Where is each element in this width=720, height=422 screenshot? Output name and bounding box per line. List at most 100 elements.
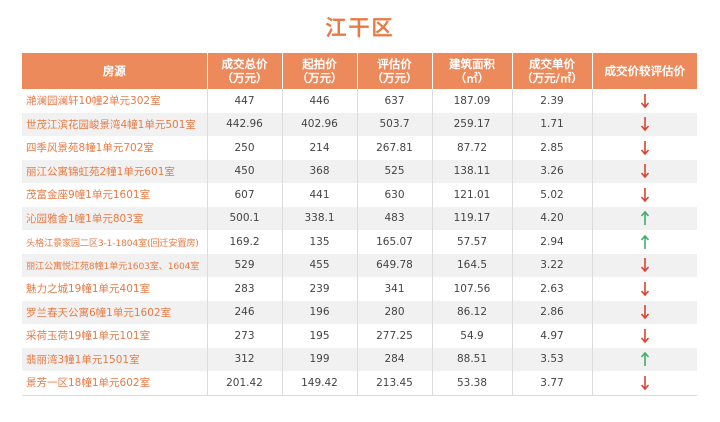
arrow-up-icon	[592, 206, 697, 230]
cell-total: 529	[207, 253, 283, 277]
cell-name: 滟澜园澜轩10幢2单元302室	[22, 89, 208, 113]
cell-start: 214	[282, 136, 358, 160]
cell-eval: 213.45	[357, 371, 433, 395]
cell-unit: 1.71	[512, 112, 593, 136]
cell-name: 丽江公寓悦江苑8幢1单元1603室、1604室	[22, 253, 208, 277]
cell-area: 54.9	[432, 324, 513, 348]
cell-area: 86.12	[432, 300, 513, 324]
header-name: 房源	[22, 53, 208, 89]
table-row: 魅力之城19幢1单元401室 283 239 341 107.56 2.63	[22, 277, 697, 301]
cell-total: 169.2	[207, 230, 283, 254]
cell-total: 450	[207, 159, 283, 183]
cell-eval: 525	[357, 159, 433, 183]
cell-total: 201.42	[207, 371, 283, 395]
arrow-down-icon	[592, 277, 697, 301]
cell-unit: 2.86	[512, 300, 593, 324]
arrow-down-icon	[592, 371, 697, 395]
arrow-down-icon	[592, 112, 697, 136]
cell-name: 罗兰春天公寓6幢1单元1602室	[22, 300, 208, 324]
cell-name: 世茂江滨花园峻景湾4幢1单元501室	[22, 112, 208, 136]
cell-name: 四季风景苑8幢1单元702室	[22, 136, 208, 160]
cell-unit: 5.02	[512, 183, 593, 207]
cell-total: 283	[207, 277, 283, 301]
cell-eval: 649.78	[357, 253, 433, 277]
cell-total: 447	[207, 89, 283, 113]
cell-name: 丽江公寓锦虹苑2幢1单元601室	[22, 159, 208, 183]
arrow-down-icon	[592, 253, 697, 277]
cell-eval: 483	[357, 206, 433, 230]
header-area: 建筑面积 （㎡）	[432, 53, 513, 89]
cell-eval: 165.07	[357, 230, 433, 254]
cell-start: 402.96	[282, 112, 358, 136]
table-row: 头格江景家园二区3-1-1804室(回迁安置房) 169.2 135 165.07 57…	[22, 230, 697, 254]
table-row: 丽江公寓悦江苑8幢1单元1603室、1604室 529 455 649.78 164.5…	[22, 253, 697, 277]
header-unit-price: 成交单价 （万元/㎡）	[512, 53, 593, 89]
cell-total: 442.96	[207, 112, 283, 136]
cell-area: 121.01	[432, 183, 513, 207]
cell-total: 250	[207, 136, 283, 160]
cell-unit: 2.63	[512, 277, 593, 301]
cell-area: 107.56	[432, 277, 513, 301]
cell-unit: 3.77	[512, 371, 593, 395]
cell-area: 138.11	[432, 159, 513, 183]
table-row: 四季风景苑8幢1单元702室 250 214 267.81 87.72 2.85	[22, 136, 697, 160]
arrow-down-icon	[592, 300, 697, 324]
cell-eval: 277.25	[357, 324, 433, 348]
cell-unit: 4.20	[512, 206, 593, 230]
arrow-down-icon	[592, 136, 697, 160]
cell-start: 455	[282, 253, 358, 277]
cell-unit: 2.39	[512, 89, 593, 113]
table-row: 翡丽湾3幢1单元1501室 312 199 284 88.51 3.53	[22, 347, 697, 371]
cell-total: 500.1	[207, 206, 283, 230]
cell-area: 187.09	[432, 89, 513, 113]
cell-start: 368	[282, 159, 358, 183]
arrow-up-icon	[592, 347, 697, 371]
cell-eval: 267.81	[357, 136, 433, 160]
cell-start: 199	[282, 347, 358, 371]
table-row: 罗兰春天公寓6幢1单元1602室 246 196 280 86.12 2.86	[22, 300, 697, 324]
cell-total: 607	[207, 183, 283, 207]
table-row: 滟澜园澜轩10幢2单元302室 447 446 637 187.09 2.39	[22, 89, 697, 113]
cell-total: 312	[207, 347, 283, 371]
header-eval-price: 评估价 （万元）	[357, 53, 433, 89]
cell-eval: 637	[357, 89, 433, 113]
cell-unit: 3.22	[512, 253, 593, 277]
cell-eval: 630	[357, 183, 433, 207]
table-row: 景芳一区18幢1单元602室 201.42 149.42 213.45 53.38 3.7…	[22, 371, 697, 395]
cell-name: 景芳一区18幢1单元602室	[22, 371, 208, 395]
cell-start: 338.1	[282, 206, 358, 230]
arrow-up-icon	[592, 230, 697, 254]
cell-start: 196	[282, 300, 358, 324]
cell-area: 57.57	[432, 230, 513, 254]
table-row: 沁园雅舍1幢1单元803室 500.1 338.1 483 119.17 4.20	[22, 206, 697, 230]
cell-start: 195	[282, 324, 358, 348]
cell-eval: 284	[357, 347, 433, 371]
transaction-table: 房源 成交总价 （万元） 起拍价 （万元） 评估价 （万元） 建筑面积 （㎡） 成交单价…	[22, 53, 697, 396]
table-row: 采荷玉荷19幢1单元101室 273 195 277.25 54.9 4.97	[22, 324, 697, 348]
arrow-down-icon	[592, 324, 697, 348]
cell-area: 88.51	[432, 347, 513, 371]
cell-start: 441	[282, 183, 358, 207]
cell-area: 53.38	[432, 371, 513, 395]
header-total-price: 成交总价 （万元）	[207, 53, 283, 89]
cell-unit: 2.94	[512, 230, 593, 254]
cell-area: 119.17	[432, 206, 513, 230]
table-row: 茂富金座9幢1单元1601室 607 441 630 121.01 5.02	[22, 183, 697, 207]
cell-unit: 3.53	[512, 347, 593, 371]
cell-eval: 280	[357, 300, 433, 324]
header-start-price: 起拍价 （万元）	[282, 53, 358, 89]
cell-name: 魅力之城19幢1单元401室	[22, 277, 208, 301]
cell-start: 135	[282, 230, 358, 254]
cell-start: 446	[282, 89, 358, 113]
cell-eval: 341	[357, 277, 433, 301]
header-compare: 成交价较评估价	[592, 53, 697, 89]
cell-name: 采荷玉荷19幢1单元101室	[22, 324, 208, 348]
arrow-down-icon	[592, 183, 697, 207]
table-row: 丽江公寓锦虹苑2幢1单元601室 450 368 525 138.11 3.26	[22, 159, 697, 183]
cell-total: 273	[207, 324, 283, 348]
arrow-down-icon	[592, 159, 697, 183]
cell-eval: 503.7	[357, 112, 433, 136]
cell-name: 茂富金座9幢1单元1601室	[22, 183, 208, 207]
page-title: 江干区	[325, 16, 395, 40]
cell-name: 沁园雅舍1幢1单元803室	[22, 206, 208, 230]
